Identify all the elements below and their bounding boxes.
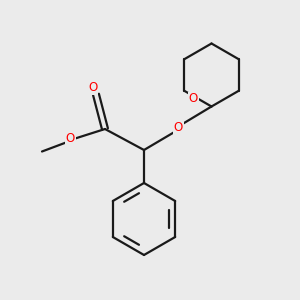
Text: O: O [174,121,183,134]
Text: O: O [189,92,198,105]
Text: O: O [66,131,75,145]
Text: O: O [88,81,98,94]
